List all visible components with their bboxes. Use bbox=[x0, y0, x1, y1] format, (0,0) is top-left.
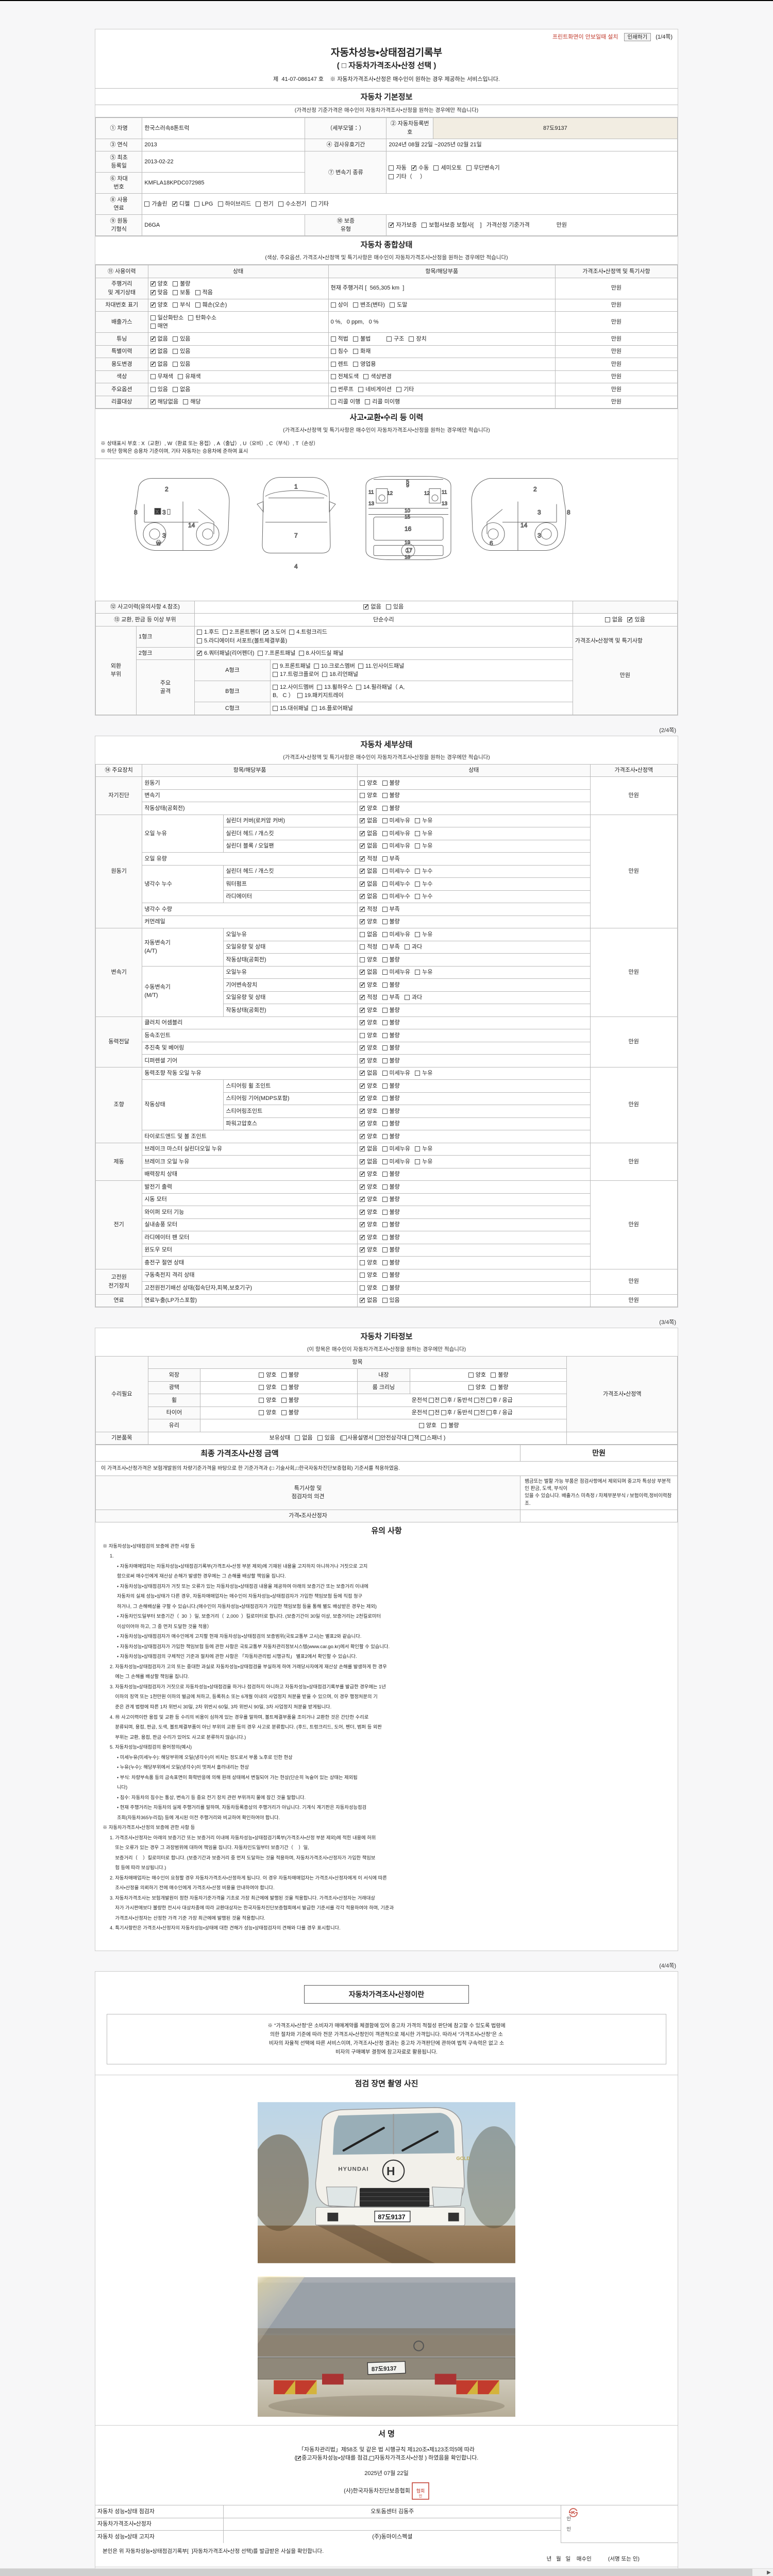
svg-text:10: 10 bbox=[405, 508, 411, 514]
svg-text:14: 14 bbox=[188, 521, 195, 529]
svg-text:3: 3 bbox=[537, 532, 541, 539]
svg-text:6: 6 bbox=[490, 539, 493, 547]
svg-text:19: 19 bbox=[405, 540, 411, 546]
svg-text:9: 9 bbox=[406, 482, 409, 488]
svg-text:7: 7 bbox=[294, 532, 298, 539]
svg-text:13: 13 bbox=[442, 501, 448, 506]
svg-text:13: 13 bbox=[368, 501, 375, 506]
svg-text:87도9137: 87도9137 bbox=[372, 2365, 397, 2373]
svg-text:H: H bbox=[386, 2164, 395, 2178]
svg-text:4: 4 bbox=[294, 563, 298, 570]
svg-text:GOLD: GOLD bbox=[456, 2156, 470, 2161]
svg-text:11: 11 bbox=[368, 489, 374, 495]
svg-text:16: 16 bbox=[405, 525, 412, 532]
svg-text:2: 2 bbox=[533, 485, 537, 493]
svg-text:2: 2 bbox=[165, 485, 169, 493]
svg-text:11: 11 bbox=[442, 489, 447, 495]
svg-text:87도9137: 87도9137 bbox=[378, 2213, 405, 2221]
svg-text:1: 1 bbox=[294, 483, 298, 490]
svg-text:12: 12 bbox=[424, 490, 430, 496]
svg-text:3: 3 bbox=[162, 532, 166, 539]
svg-text:18: 18 bbox=[405, 554, 411, 560]
svg-text:3: 3 bbox=[537, 509, 541, 516]
svg-text:인: 인 bbox=[419, 2494, 422, 2498]
svg-text:12: 12 bbox=[387, 490, 393, 496]
svg-text:8: 8 bbox=[567, 509, 570, 516]
svg-text:협회: 협회 bbox=[416, 2488, 425, 2494]
svg-text:8: 8 bbox=[134, 509, 138, 516]
svg-text:HYUNDAI: HYUNDAI bbox=[338, 2166, 368, 2172]
svg-text:3: 3 bbox=[162, 509, 166, 516]
svg-text:17: 17 bbox=[406, 547, 412, 553]
svg-text:W: W bbox=[156, 541, 161, 547]
svg-text:X: X bbox=[156, 509, 159, 514]
svg-text:14: 14 bbox=[520, 521, 528, 529]
svg-text:15: 15 bbox=[405, 514, 411, 520]
